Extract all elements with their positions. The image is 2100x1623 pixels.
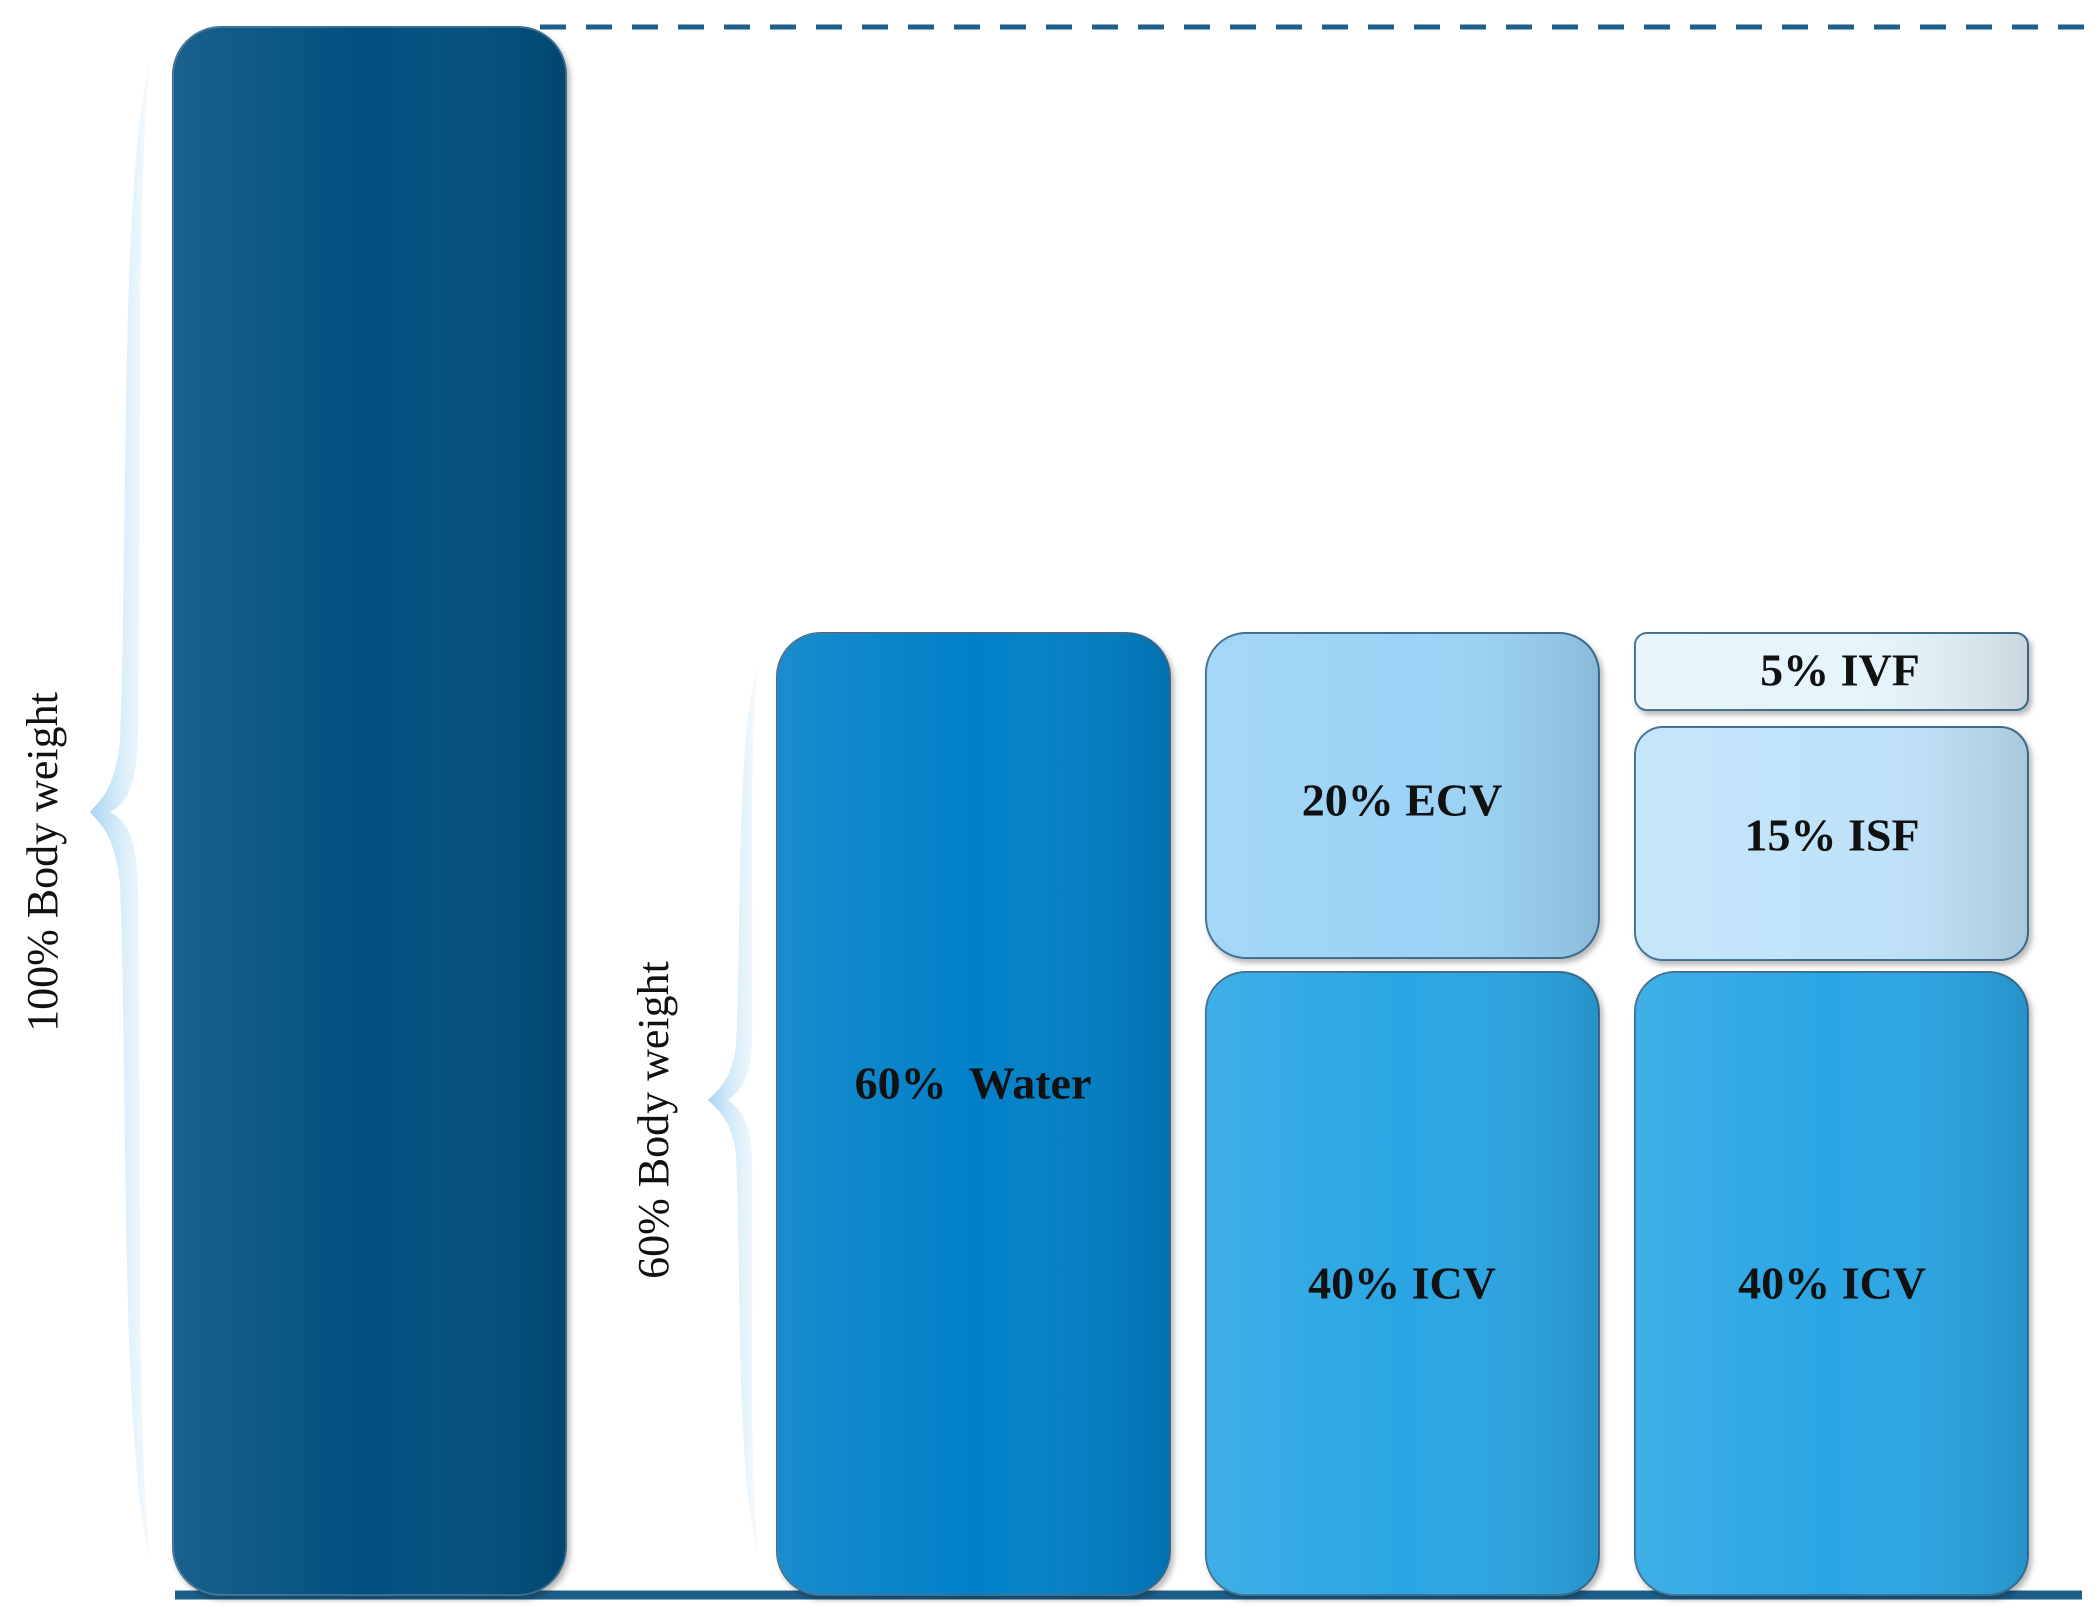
water-body-weight-label: 60% Body weight: [629, 961, 678, 1279]
brace-total-body: [90, 60, 150, 1560]
total-body-block: [172, 26, 567, 1596]
icv-label-middle: 40% ICV: [1308, 1258, 1496, 1309]
ivf-label: 5% IVF: [1760, 645, 1920, 696]
brace-water: [708, 665, 758, 1555]
total-body-weight-label: 100% Body weight: [18, 692, 67, 1032]
icv-label-right: 40% ICV: [1738, 1258, 1926, 1309]
ecv-label: 20% ECV: [1302, 775, 1503, 826]
water-block: [776, 632, 1171, 1596]
isf-label: 15% ISF: [1744, 810, 1919, 861]
water-label: 60% Water: [855, 1058, 1092, 1109]
